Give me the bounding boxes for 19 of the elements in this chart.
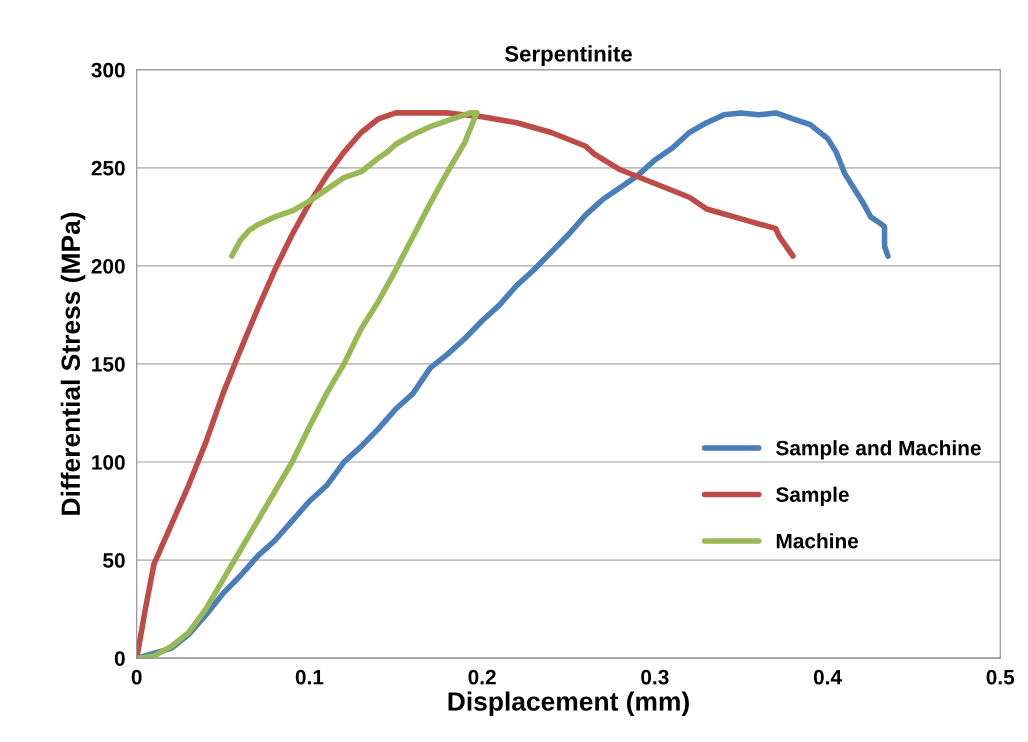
legend-label: Sample [776, 486, 849, 507]
y-tick-label: 0 [114, 651, 125, 666]
y-tick-label: 250 [91, 160, 125, 176]
x-tick-label: 0.2 [468, 669, 496, 685]
x-tick-label: 0.3 [641, 669, 669, 685]
x-axis-title: Displacement (mm) [448, 691, 689, 717]
x-tick-label: 0.5 [986, 669, 1015, 685]
y-tick-label: 300 [91, 62, 125, 78]
x-tick-label: 0.1 [295, 669, 324, 685]
chart-title: Serpentinite [504, 45, 632, 67]
y-tick-label: 50 [103, 553, 125, 568]
y-tick-label: 150 [92, 356, 125, 372]
y-tick-label: 100 [92, 455, 125, 470]
legend-label: Sample and Machine [776, 440, 981, 460]
x-tick-label: 0.4 [813, 669, 842, 685]
x-tick-label: 0 [131, 669, 142, 685]
y-tick-label: 200 [91, 258, 125, 274]
legend-label: Machine [776, 533, 859, 549]
y-axis-title: Differential Stress (MPa) [60, 212, 86, 515]
